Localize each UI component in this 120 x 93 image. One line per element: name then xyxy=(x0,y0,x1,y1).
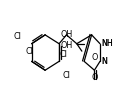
Text: Cl: Cl xyxy=(25,46,33,56)
Text: NH: NH xyxy=(101,39,113,48)
Text: O: O xyxy=(91,73,98,82)
Text: OH: OH xyxy=(60,30,73,39)
Text: Cl: Cl xyxy=(60,50,67,59)
Text: Cl: Cl xyxy=(63,71,71,80)
Text: O: O xyxy=(91,53,98,62)
Text: NH: NH xyxy=(101,39,113,48)
Text: OH: OH xyxy=(60,41,73,50)
Text: Cl: Cl xyxy=(14,32,22,41)
Text: N: N xyxy=(101,57,107,66)
Text: N: N xyxy=(101,57,107,66)
